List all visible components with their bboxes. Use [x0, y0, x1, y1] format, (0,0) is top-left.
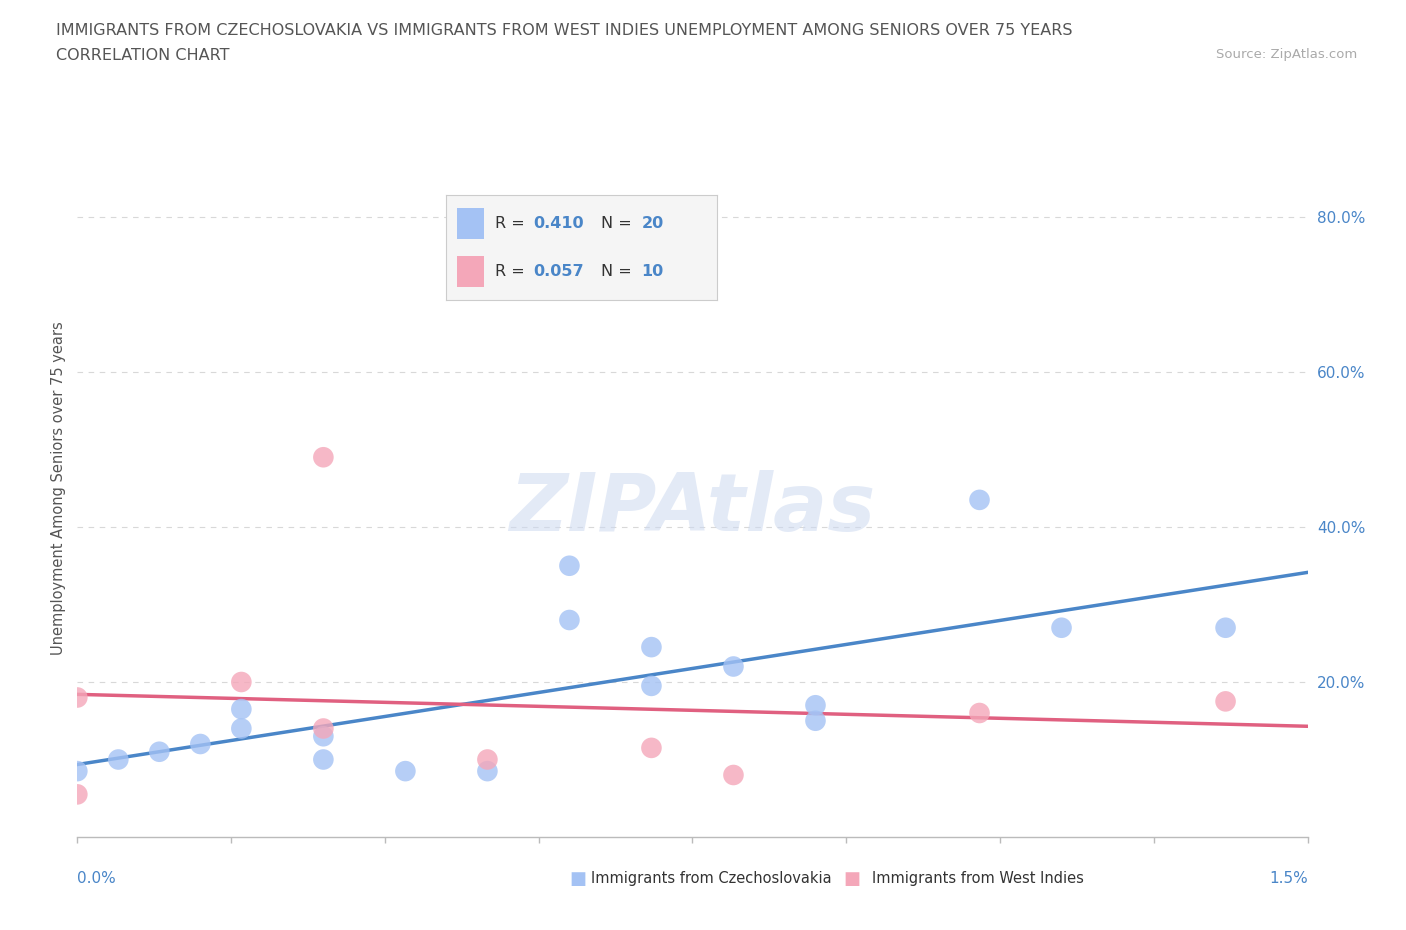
Text: Immigrants from West Indies: Immigrants from West Indies	[872, 871, 1084, 886]
Point	[148, 744, 170, 759]
Text: ZIPAtlas: ZIPAtlas	[509, 471, 876, 548]
Text: ■: ■	[844, 870, 860, 888]
Point	[969, 706, 991, 721]
Point	[66, 787, 89, 802]
Point	[231, 721, 253, 736]
Point	[640, 740, 662, 755]
Point	[640, 679, 662, 694]
Text: 20: 20	[641, 216, 664, 231]
Y-axis label: Unemployment Among Seniors over 75 years: Unemployment Among Seniors over 75 years	[51, 322, 66, 655]
Point	[107, 752, 129, 767]
FancyBboxPatch shape	[457, 256, 484, 287]
FancyBboxPatch shape	[457, 208, 484, 239]
Point	[1050, 620, 1073, 635]
Text: ■: ■	[569, 870, 586, 888]
Text: Immigrants from Czechoslovakia: Immigrants from Czechoslovakia	[591, 871, 831, 886]
Point	[477, 764, 499, 778]
Point	[312, 721, 335, 736]
Point	[723, 659, 745, 674]
Point	[969, 493, 991, 508]
Point	[312, 450, 335, 465]
Point	[190, 737, 212, 751]
Text: N =: N =	[600, 216, 637, 231]
Text: 1.5%: 1.5%	[1268, 871, 1308, 886]
Point	[231, 674, 253, 689]
Point	[312, 729, 335, 744]
Point	[804, 713, 827, 728]
Point	[804, 698, 827, 712]
Text: Source: ZipAtlas.com: Source: ZipAtlas.com	[1216, 48, 1357, 61]
Text: 0.0%: 0.0%	[77, 871, 117, 886]
Text: 10: 10	[641, 264, 664, 279]
Point	[1215, 694, 1237, 709]
Text: CORRELATION CHART: CORRELATION CHART	[56, 48, 229, 63]
Text: 0.057: 0.057	[533, 264, 583, 279]
Point	[477, 752, 499, 767]
Point	[231, 701, 253, 716]
Text: 0.410: 0.410	[533, 216, 583, 231]
Text: N =: N =	[600, 264, 637, 279]
Point	[558, 613, 581, 628]
Point	[394, 764, 416, 778]
Point	[640, 640, 662, 655]
Point	[66, 764, 89, 778]
Point	[312, 752, 335, 767]
Point	[66, 690, 89, 705]
Point	[1215, 620, 1237, 635]
Text: R =: R =	[495, 216, 530, 231]
Text: IMMIGRANTS FROM CZECHOSLOVAKIA VS IMMIGRANTS FROM WEST INDIES UNEMPLOYMENT AMONG: IMMIGRANTS FROM CZECHOSLOVAKIA VS IMMIGR…	[56, 23, 1073, 38]
Point	[558, 558, 581, 573]
Point	[723, 767, 745, 782]
Text: R =: R =	[495, 264, 530, 279]
